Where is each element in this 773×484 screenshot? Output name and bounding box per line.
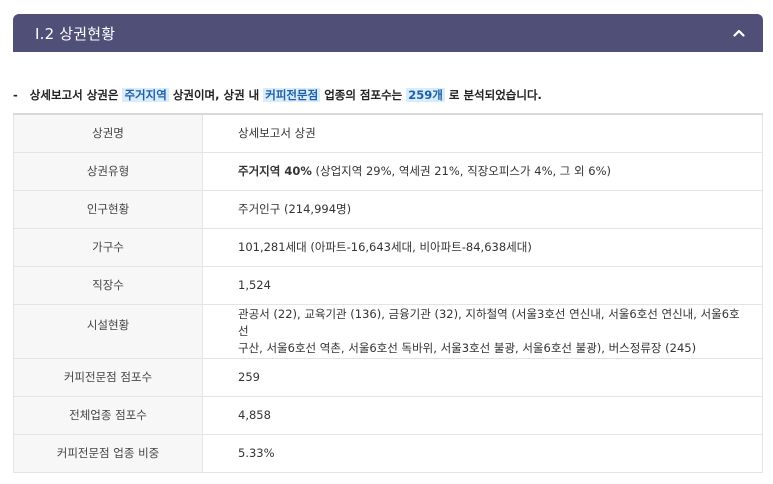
summary-text-2: 상권이며, 상권 내 xyxy=(172,88,260,102)
row-label-households: 가구수 xyxy=(13,227,203,267)
row-label-total-store-count: 전체업종 점포수 xyxy=(13,395,203,435)
summary-sentence: - 상세보고서 상권은 주거지역 상권이며, 상권 내 커피전문점 업종의 점포… xyxy=(13,87,763,103)
table-row: 인구현황 주거인구 (214,994명) xyxy=(13,189,763,229)
row-value-population: 주거인구 (214,994명) xyxy=(202,189,763,229)
summary-text-4: 로 분석되었습니다. xyxy=(448,88,542,102)
section-title: Ⅰ.2 상권현황 xyxy=(35,24,116,43)
row-value-households: 101,281세대 (아파트-16,643세대, 비아파트-84,638세대) xyxy=(202,227,763,267)
district-type-detail: (상업지역 29%, 역세권 21%, 직장오피스가 4%, 그 외 6%) xyxy=(311,164,612,178)
highlight-business-type: 커피전문점 xyxy=(263,88,321,102)
row-value-workplaces: 1,524 xyxy=(202,265,763,305)
table-row: 전체업종 점포수 4,858 xyxy=(13,395,763,435)
chevron-up-icon[interactable] xyxy=(733,27,745,39)
facilities-line-2: 구산, 서울6호선 역촌, 서울6호선 독바위, 서울3호선 불광, 서울6호선… xyxy=(238,340,697,355)
table-row: 상권유형 주거지역 40% (상업지역 29%, 역세권 21%, 직장오피스가… xyxy=(13,151,763,191)
table-row: 상권명 상세보고서 상권 xyxy=(13,113,763,153)
section-header[interactable]: Ⅰ.2 상권현황 xyxy=(13,14,763,52)
row-value-coffee-store-count: 259 xyxy=(202,357,763,397)
row-label-coffee-share: 커피전문점 업종 비중 xyxy=(13,433,203,473)
row-label-district-name: 상권명 xyxy=(13,113,203,153)
summary-bullet: - xyxy=(13,88,18,102)
row-value-district-type: 주거지역 40% (상업지역 29%, 역세권 21%, 직장오피스가 4%, … xyxy=(202,151,763,191)
highlight-store-count: 259개 xyxy=(406,88,445,102)
district-type-main: 주거지역 40% xyxy=(238,164,312,178)
row-label-population: 인구현황 xyxy=(13,189,203,229)
row-value-district-name: 상세보고서 상권 xyxy=(202,113,763,153)
row-label-workplaces: 직장수 xyxy=(13,265,203,305)
table-row: 직장수 1,524 xyxy=(13,265,763,305)
row-value-coffee-share: 5.33% xyxy=(202,433,763,473)
row-label-facilities: 시설현황 xyxy=(13,303,203,359)
table-row: 커피전문점 점포수 259 xyxy=(13,357,763,397)
table-row: 가구수 101,281세대 (아파트-16,643세대, 비아파트-84,638… xyxy=(13,227,763,267)
summary-text-1: 상세보고서 상권은 xyxy=(29,88,119,102)
table-row: 시설현황 관공서 (22), 교육기관 (136), 금융기관 (32), 지하… xyxy=(13,303,763,359)
row-value-facilities: 관공서 (22), 교육기관 (136), 금융기관 (32), 지하철역 (서… xyxy=(202,303,763,359)
row-label-district-type: 상권유형 xyxy=(13,151,203,191)
table-row: 커피전문점 업종 비중 5.33% xyxy=(13,433,763,473)
summary-text-3: 업종의 점포수는 xyxy=(324,88,403,102)
row-value-total-store-count: 4,858 xyxy=(202,395,763,435)
facilities-line-1: 관공서 (22), 교육기관 (136), 금융기관 (32), 지하철역 (서… xyxy=(238,306,740,338)
district-info-table: 상권명 상세보고서 상권 상권유형 주거지역 40% (상업지역 29%, 역세… xyxy=(13,113,763,473)
highlight-area-type: 주거지역 xyxy=(122,88,169,102)
row-label-coffee-store-count: 커피전문점 점포수 xyxy=(13,357,203,397)
